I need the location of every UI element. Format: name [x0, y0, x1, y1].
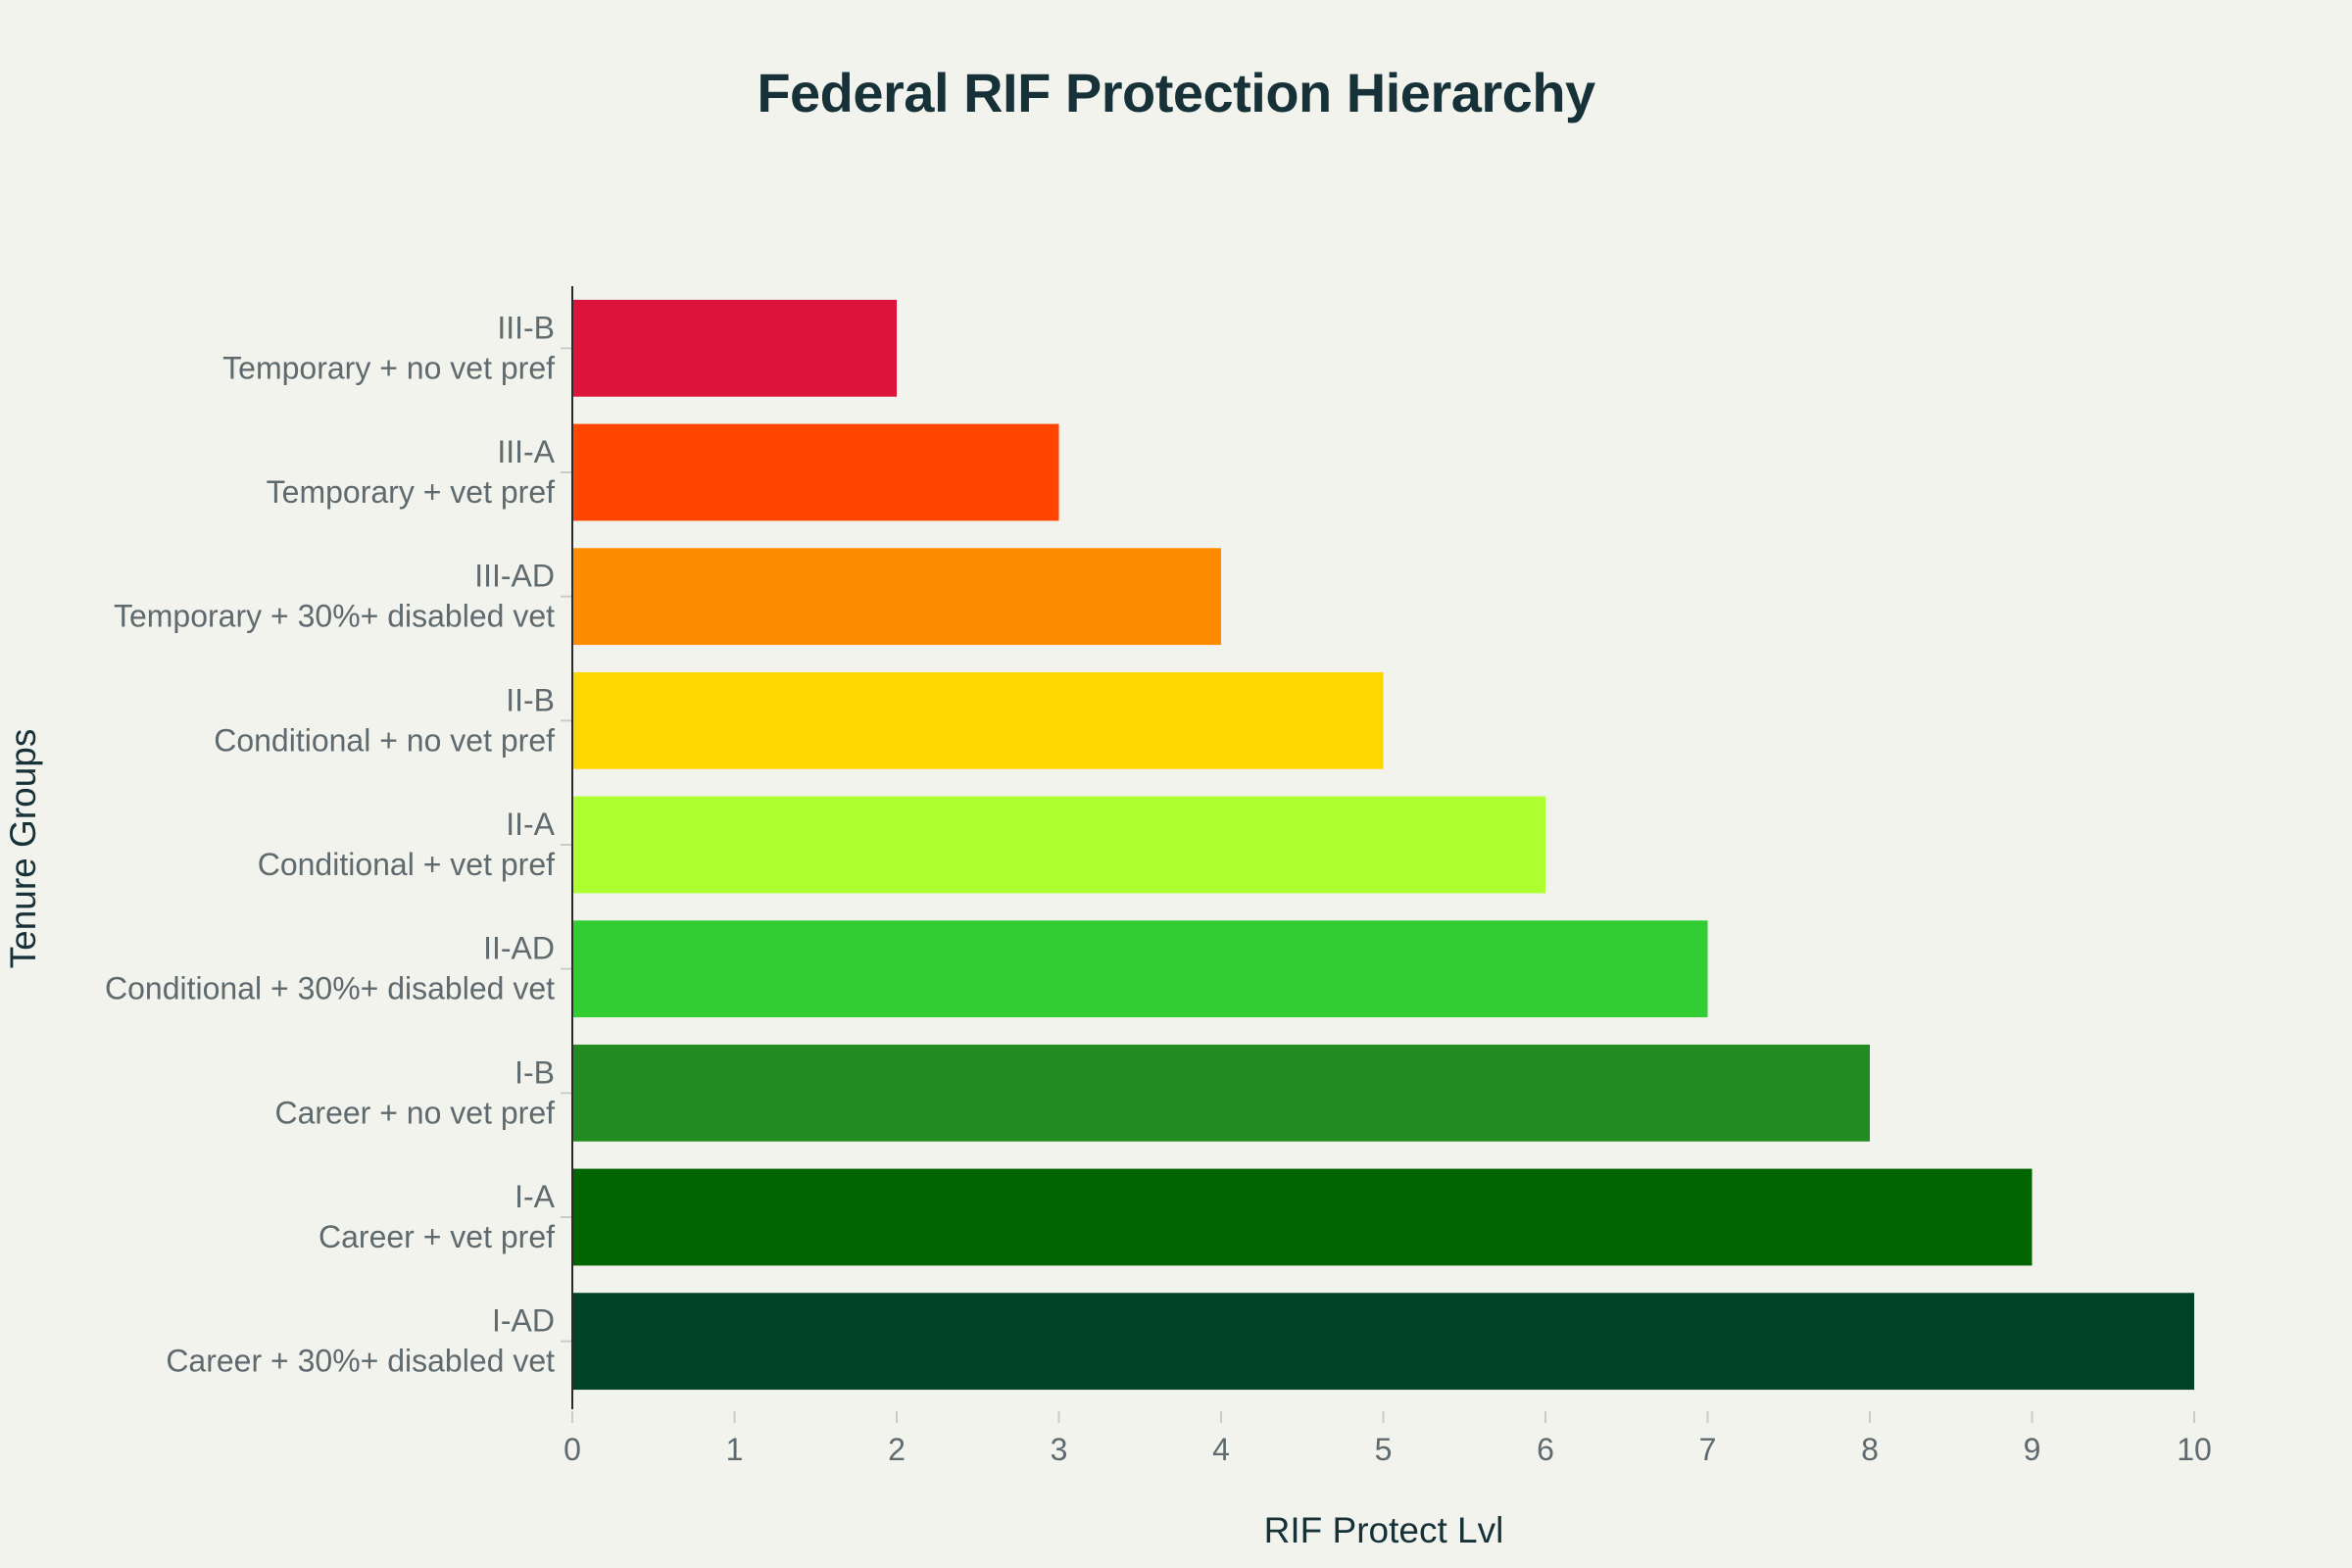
- x-tick-label: 6: [1537, 1432, 1554, 1467]
- chart-title: Federal RIF Protection Hierarchy: [757, 62, 1595, 123]
- category-desc-label: Temporary + no vet pref: [222, 350, 555, 385]
- category-code-label: I-B: [514, 1054, 555, 1090]
- bar-iii-ad: [572, 548, 1221, 646]
- category-code-label: III-AD: [474, 559, 555, 594]
- category-code-label: II-B: [506, 682, 555, 717]
- bar-iii-b: [572, 299, 897, 397]
- x-tick-label: 2: [888, 1432, 906, 1467]
- category-desc-label: Career + no vet pref: [275, 1095, 556, 1130]
- x-tick-label: 10: [2177, 1432, 2212, 1467]
- x-tick-label: 1: [726, 1432, 744, 1467]
- bar-ii-ad: [572, 920, 1708, 1018]
- x-tick-label: 5: [1375, 1432, 1393, 1467]
- category-desc-label: Career + vet pref: [318, 1219, 555, 1254]
- bar-ii-b: [572, 671, 1384, 769]
- category-code-label: II-A: [506, 807, 555, 842]
- x-tick-label: 4: [1212, 1432, 1230, 1467]
- category-code-label: III-B: [497, 310, 555, 345]
- bar-i-a: [572, 1168, 2033, 1266]
- bar-i-ad: [572, 1293, 2194, 1391]
- bars-layer: [572, 299, 2194, 1391]
- bar-i-b: [572, 1044, 1870, 1142]
- category-desc-label: Conditional + 30%+ disabled vet: [105, 971, 555, 1006]
- bar-ii-a: [572, 796, 1545, 894]
- y-axis-title: Tenure Groups: [3, 729, 43, 969]
- category-code-label: I-AD: [492, 1303, 555, 1339]
- category-code-label: I-A: [514, 1179, 556, 1214]
- category-desc-label: Temporary + vet pref: [267, 474, 555, 510]
- category-desc-label: Conditional + no vet pref: [214, 722, 555, 758]
- x-tick-label: 9: [2024, 1432, 2041, 1467]
- category-desc-label: Conditional + vet pref: [258, 847, 555, 882]
- axes: 0 1 2 3 4 5 6 7 8 9 10: [561, 286, 2212, 1467]
- bar-iii-a: [572, 423, 1059, 521]
- x-axis-title: RIF Protect Lvl: [1264, 1510, 1504, 1550]
- category-desc-label: Temporary + 30%+ disabled vet: [114, 599, 555, 634]
- category-code-label: III-A: [497, 434, 555, 469]
- x-tick-label: 0: [564, 1432, 581, 1467]
- x-tick-label: 7: [1699, 1432, 1717, 1467]
- x-tick-label: 8: [1861, 1432, 1879, 1467]
- category-code-label: II-AD: [483, 931, 555, 966]
- x-tick-label: 3: [1051, 1432, 1068, 1467]
- category-labels: III-B Temporary + no vet pref III-A Tempora…: [105, 310, 556, 1378]
- category-desc-label: Career + 30%+ disabled vet: [166, 1344, 555, 1379]
